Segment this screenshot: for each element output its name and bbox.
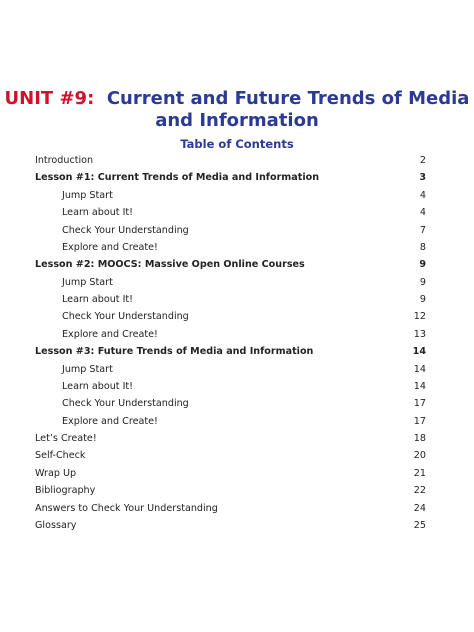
entry-label: Lesson #3: Future Trends of Media and In…: [35, 346, 314, 358]
toc-entry: Check Your Understanding 17: [0, 396, 474, 412]
entry-page: 22: [413, 485, 426, 497]
entry-page: 17: [413, 415, 426, 427]
entry-page: 4: [419, 189, 426, 201]
toc-entry: Wrap Up 21: [0, 466, 474, 482]
entry-label: Let’s Create!: [35, 433, 97, 445]
entry-page: 14: [413, 380, 426, 392]
toc-entry: Let’s Create! 18: [0, 431, 474, 447]
entry-page: 4: [419, 207, 426, 219]
toc-entry: Self-Check 20: [0, 448, 474, 464]
entry-label: Bibliography: [35, 485, 96, 497]
toc-entry: Explore and Create! 8: [0, 240, 474, 256]
entry-page: 9: [419, 259, 426, 271]
entry-page: 2: [419, 155, 426, 166]
toc-entry: Explore and Create! 17: [0, 414, 474, 430]
entry-page: 25: [413, 519, 426, 531]
toc-entry: Jump Start 14: [0, 362, 474, 378]
entry-label: Lesson #1: Current Trends of Media and I…: [35, 172, 320, 184]
entry-label: Lesson #2: MOOCS: Massive Open Online Co…: [35, 259, 305, 271]
title-line: and Information: [155, 110, 319, 131]
entry-label: Check Your Understanding: [62, 224, 189, 236]
entry-label: Glossary: [35, 519, 77, 531]
entry-label: Answers to Check Your Understanding: [35, 502, 218, 514]
entry-page: 17: [413, 398, 426, 410]
entry-label: Learn about It!: [62, 294, 134, 306]
toc-entry: Introduction 2: [0, 153, 474, 169]
entry-label: Wrap Up: [35, 467, 77, 479]
entry-page: 9: [419, 276, 426, 288]
entry-label: Learn about It!: [62, 207, 134, 219]
entry-page: 9: [419, 294, 426, 306]
entry-label: Check Your Understanding: [62, 311, 189, 323]
entry-page: 21: [413, 467, 426, 479]
entry-page: 20: [413, 450, 426, 462]
title-text: Current and Future Trends of Media: [106, 88, 470, 109]
entry-page: 8: [419, 241, 426, 253]
entry-page: 24: [413, 502, 426, 514]
entry-label: Jump Start: [62, 189, 113, 201]
entry-label: Self-Check: [35, 450, 86, 462]
entry-label: Jump Start: [62, 276, 113, 288]
entry-label: Explore and Create!: [62, 241, 158, 253]
entry-page: 18: [413, 433, 426, 445]
entry-page: 12: [413, 311, 426, 323]
title-line: UNIT #9: Current and Future Trends of Me…: [0, 88, 474, 109]
entry-page: 14: [412, 346, 426, 358]
entry-label: Explore and Create!: [62, 415, 158, 427]
toc-heading: Table of Contents: [180, 137, 294, 151]
toc-entry: Lesson #1: Current Trends of Media and I…: [0, 170, 474, 186]
toc-entry: Glossary 25: [0, 518, 474, 534]
toc-entry: Answers to Check Your Understanding 24: [0, 501, 474, 517]
toc-entry: Jump Start 4: [0, 188, 474, 204]
toc-entry: Lesson #2: MOOCS: Massive Open Online Co…: [0, 257, 474, 273]
entry-label: Jump Start: [62, 363, 113, 375]
entry-page: 7: [419, 224, 426, 236]
entry-page: 13: [413, 328, 426, 340]
entry-label: Introduction: [35, 155, 94, 166]
entry-label: Learn about It!: [62, 380, 134, 392]
entry-page: 3: [419, 172, 426, 184]
entry-page: 14: [413, 363, 426, 375]
toc-entry: Jump Start 9: [0, 275, 474, 291]
toc-entry: Learn about It! 9: [0, 292, 474, 308]
toc-entry: Learn about It! 4: [0, 205, 474, 221]
entry-label: Explore and Create!: [62, 328, 158, 340]
toc-entry: Bibliography 22: [0, 483, 474, 499]
toc-entry: Check Your Understanding 12: [0, 309, 474, 325]
toc-entry: Explore and Create! 13: [0, 327, 474, 343]
entry-label: Check Your Understanding: [62, 398, 189, 410]
unit-label: UNIT #9:: [4, 88, 95, 109]
toc-entry: Check Your Understanding 7: [0, 223, 474, 239]
toc-entry: Lesson #3: Future Trends of Media and In…: [0, 344, 474, 360]
toc-entry: Learn about It! 14: [0, 379, 474, 395]
